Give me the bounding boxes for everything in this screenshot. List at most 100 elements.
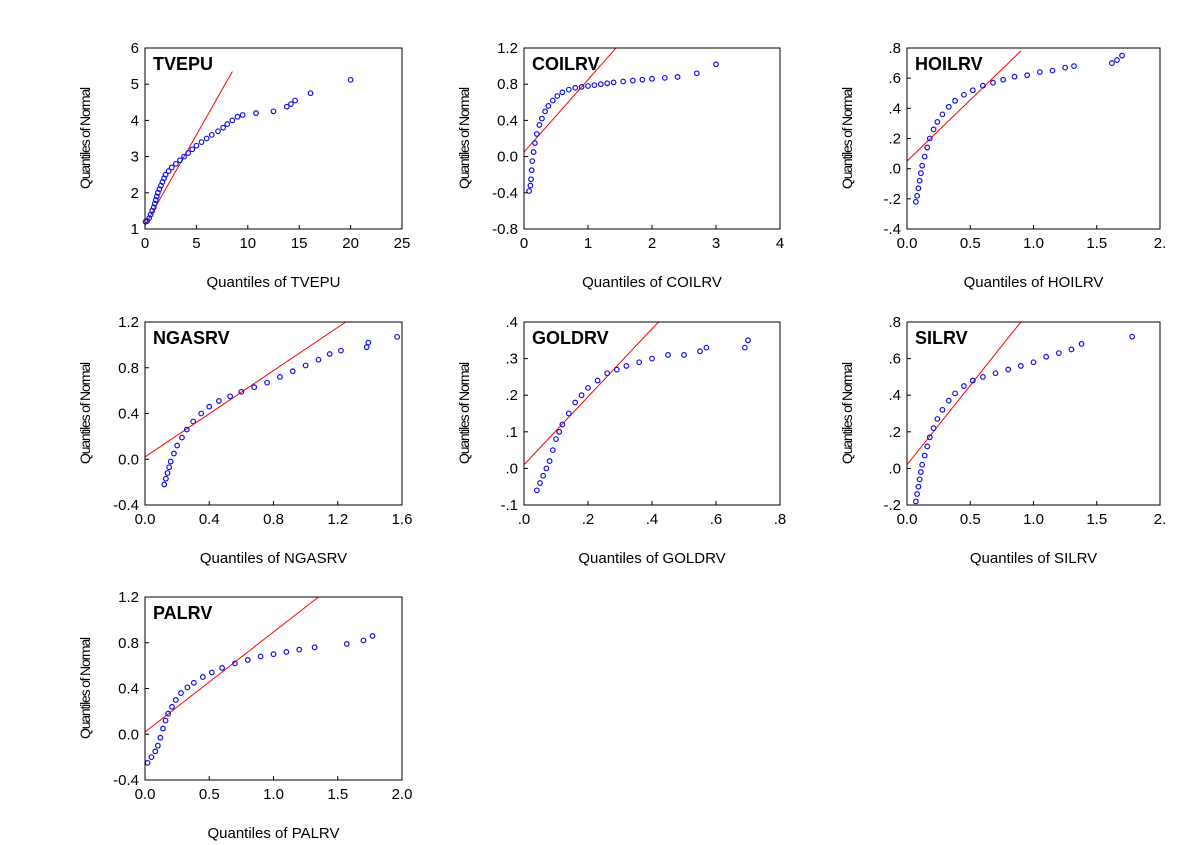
- data-point: [613, 366, 620, 373]
- data-point: [162, 717, 169, 724]
- y-tick-label: 0.8: [118, 635, 139, 652]
- qq-panel-ngasrv: 0.0 0.4 0.8 1.2 1.6-0.40.00.40.81.2NGASRVQua…: [77, 314, 412, 567]
- y-tick-label: 0.0: [118, 451, 139, 468]
- panel-title: TVEPU: [153, 54, 213, 74]
- x-tick-label: 0.5: [960, 235, 981, 252]
- plot-frame: [144, 596, 403, 781]
- data-point: [165, 710, 172, 717]
- data-point: [930, 425, 937, 432]
- data-point: [288, 101, 294, 108]
- data-point: [1119, 52, 1125, 59]
- y-tick-label: 1.2: [118, 314, 139, 331]
- data-point: [918, 170, 924, 177]
- data-point: [167, 458, 174, 465]
- data-point: [244, 657, 251, 663]
- data-point: [1062, 64, 1069, 71]
- data-point: [1071, 63, 1077, 69]
- data-point: [934, 119, 941, 125]
- data-point: [178, 690, 184, 696]
- data-point: [179, 434, 185, 441]
- data-point: [292, 97, 298, 104]
- y-axis-label: Quantiles of Normal: [839, 87, 855, 189]
- x-tick-label: .6: [710, 511, 723, 528]
- data-point: [302, 362, 309, 369]
- data-point: [257, 653, 264, 660]
- data-point: [1049, 67, 1056, 74]
- y-tick-label: 5: [131, 76, 139, 93]
- x-tick-label: 5: [192, 235, 200, 252]
- data-point: [184, 684, 191, 691]
- data-point: [193, 142, 200, 149]
- data-point: [1068, 346, 1075, 353]
- y-tick-label: 0.8: [118, 360, 139, 377]
- data-point: [1017, 363, 1024, 369]
- y-tick-label: -.1: [500, 497, 518, 514]
- data-point: [165, 168, 172, 174]
- x-axis-label: Quantiles of PALRV: [207, 825, 339, 842]
- y-tick-label: 6: [131, 40, 139, 57]
- data-point: [161, 481, 168, 488]
- y-tick-label: .6: [888, 70, 901, 87]
- y-tick-label: 0.8: [497, 76, 518, 93]
- data-point: [1114, 57, 1120, 63]
- x-axis-label: Quantiles of TVEPU: [207, 274, 341, 291]
- y-axis-label: Quantiles of Normal: [456, 362, 472, 464]
- x-axis-label: Quantiles of NGASRV: [200, 550, 347, 567]
- data-point: [174, 442, 181, 449]
- plot-frame: [523, 321, 781, 506]
- x-tick-label: 1.5: [327, 786, 348, 803]
- data-point: [578, 84, 585, 90]
- data-point: [745, 337, 751, 344]
- x-tick-label: 4: [776, 235, 784, 252]
- data-point: [526, 188, 533, 194]
- y-tick-label: .2: [505, 387, 518, 404]
- x-tick-label: 0.0: [135, 786, 156, 803]
- data-point: [347, 76, 354, 83]
- data-point: [926, 135, 933, 142]
- data-point: [990, 79, 996, 86]
- data-point: [930, 126, 937, 133]
- data-point: [277, 374, 283, 380]
- data-point: [1005, 366, 1012, 373]
- data-point: [549, 447, 556, 454]
- data-point: [264, 379, 270, 386]
- data-point: [171, 450, 177, 457]
- data-point: [224, 121, 231, 127]
- data-point: [160, 725, 166, 732]
- data-point: [921, 153, 928, 160]
- data-point: [169, 703, 175, 710]
- data-point: [604, 80, 611, 87]
- data-point: [649, 75, 655, 82]
- data-point: [536, 122, 543, 128]
- data-point: [144, 759, 151, 766]
- plot-frame: [906, 47, 1161, 230]
- data-point: [546, 458, 553, 464]
- plot-frame: [144, 321, 403, 506]
- data-point: [945, 103, 952, 110]
- data-point: [585, 83, 591, 89]
- data-point: [530, 149, 537, 155]
- data-point: [980, 82, 986, 89]
- x-tick-label: 2.: [1154, 235, 1167, 252]
- x-tick-label: 1.5: [1086, 235, 1107, 252]
- x-tick-label: 0.5: [960, 511, 981, 528]
- data-point: [343, 640, 350, 647]
- data-point: [527, 182, 534, 189]
- data-point: [934, 416, 941, 422]
- data-point: [556, 428, 563, 435]
- data-point: [713, 61, 719, 68]
- data-point: [1036, 69, 1043, 76]
- y-tick-label: -0.4: [492, 185, 518, 202]
- data-point: [181, 153, 187, 160]
- reference-line: [145, 71, 233, 226]
- data-point: [629, 77, 636, 84]
- data-point: [591, 82, 598, 89]
- y-tick-label: .2: [888, 424, 901, 441]
- x-tick-label: 1.0: [1023, 511, 1044, 528]
- y-tick-label: 1.2: [497, 40, 518, 57]
- data-point: [572, 399, 579, 406]
- y-tick-label: .0: [505, 460, 518, 477]
- data-point: [1011, 73, 1018, 80]
- data-point: [565, 410, 572, 417]
